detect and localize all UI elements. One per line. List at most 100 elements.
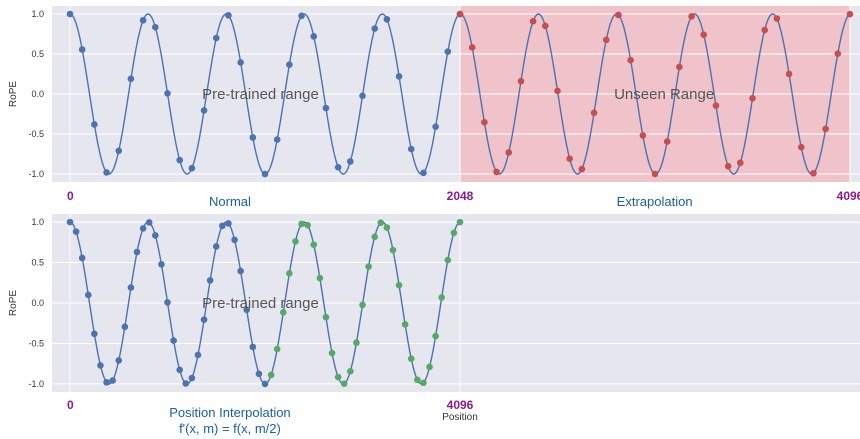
- data-point: [328, 349, 336, 357]
- data-point: [444, 256, 452, 264]
- data-point: [493, 168, 500, 176]
- region-annotation: Pre-trained range: [202, 86, 319, 103]
- panel-caption: Normal: [209, 194, 251, 209]
- data-point: [383, 16, 391, 23]
- region-annotation: Pre-trained range: [202, 295, 319, 312]
- y-axis-label: RoPE: [8, 81, 19, 107]
- data-point: [212, 243, 220, 250]
- data-point: [267, 371, 275, 379]
- x-axis-label: Position: [442, 412, 478, 423]
- data-point: [365, 263, 372, 270]
- data-point: [121, 323, 129, 331]
- data-point: [261, 380, 269, 388]
- data-point: [334, 163, 342, 171]
- data-point: [145, 219, 153, 226]
- data-point: [322, 313, 330, 321]
- data-point: [152, 232, 159, 239]
- data-point: [566, 155, 573, 163]
- data-point: [292, 238, 299, 245]
- data-point: [115, 357, 123, 364]
- x-tick-label: 2048: [447, 189, 474, 203]
- chart-panel-1: 1.0 0.5 0.0 -0.5 -1.0 Pre-trained range Unseen…: [8, 6, 860, 209]
- data-point: [615, 11, 622, 19]
- data-point: [310, 33, 318, 40]
- data-point: [578, 165, 586, 173]
- data-point: [261, 170, 269, 178]
- data-point: [505, 149, 513, 156]
- data-point: [347, 367, 354, 375]
- y-tick-label: 1.0: [31, 217, 44, 227]
- data-point: [78, 254, 86, 262]
- data-point: [249, 134, 257, 141]
- data-point: [542, 22, 549, 30]
- data-point: [78, 46, 86, 53]
- data-point: [152, 23, 159, 31]
- y-tick-label: 0.0: [31, 89, 44, 99]
- data-point: [712, 102, 720, 109]
- data-point: [188, 164, 196, 172]
- data-point: [66, 10, 74, 18]
- data-point: [243, 306, 251, 314]
- data-point: [347, 158, 354, 165]
- data-point: [103, 379, 110, 386]
- data-point: [182, 380, 190, 387]
- data-point: [688, 13, 695, 20]
- x-tick-label: 4096: [837, 189, 860, 203]
- data-point: [785, 70, 793, 78]
- panel-caption: Extrapolation: [617, 194, 693, 209]
- data-point: [279, 308, 287, 316]
- data-point: [371, 233, 378, 241]
- x-tick-label: 0: [67, 189, 74, 203]
- data-point: [395, 281, 403, 289]
- data-point: [237, 267, 244, 275]
- data-point: [139, 16, 147, 24]
- region-annotation: Unseen Range: [614, 86, 714, 103]
- data-point: [194, 351, 202, 359]
- y-tick-label: -0.5: [28, 338, 44, 348]
- data-point: [225, 12, 232, 19]
- data-point: [414, 376, 421, 384]
- data-point: [200, 107, 208, 114]
- data-point: [554, 87, 561, 95]
- data-point: [529, 17, 537, 25]
- data-point: [432, 123, 439, 131]
- data-point: [761, 26, 768, 34]
- data-point: [212, 34, 220, 42]
- data-point: [249, 343, 257, 351]
- data-point: [444, 48, 452, 55]
- data-point: [420, 379, 427, 387]
- data-point: [371, 25, 378, 32]
- y-tick-label: -1.0: [28, 169, 44, 179]
- panel-caption: f'(x, m) = f(x, m/2): [179, 421, 281, 436]
- y-tick-label: 0.5: [31, 49, 44, 59]
- data-point: [91, 121, 98, 128]
- data-point: [255, 370, 263, 378]
- data-point: [170, 337, 177, 344]
- data-point: [109, 377, 116, 384]
- data-point: [200, 316, 208, 323]
- data-point: [639, 132, 647, 139]
- data-point: [334, 373, 342, 381]
- y-tick-label: -1.0: [28, 379, 44, 389]
- data-point: [97, 362, 104, 369]
- data-point: [456, 10, 464, 18]
- data-point: [164, 90, 171, 97]
- y-axis-label: RoPE: [8, 290, 19, 316]
- data-point: [139, 225, 147, 232]
- data-point: [188, 374, 196, 382]
- data-point: [651, 170, 659, 178]
- data-point: [127, 75, 135, 83]
- data-point: [273, 345, 281, 353]
- data-point: [517, 77, 525, 85]
- data-point: [133, 248, 141, 256]
- data-point: [389, 246, 397, 254]
- data-point: [834, 50, 842, 57]
- data-point: [231, 236, 238, 244]
- x-tick-label: 0: [67, 398, 74, 412]
- data-point: [359, 301, 366, 309]
- data-point: [407, 145, 415, 153]
- data-point: [316, 274, 324, 282]
- data-point: [456, 218, 464, 226]
- data-point: [286, 270, 293, 277]
